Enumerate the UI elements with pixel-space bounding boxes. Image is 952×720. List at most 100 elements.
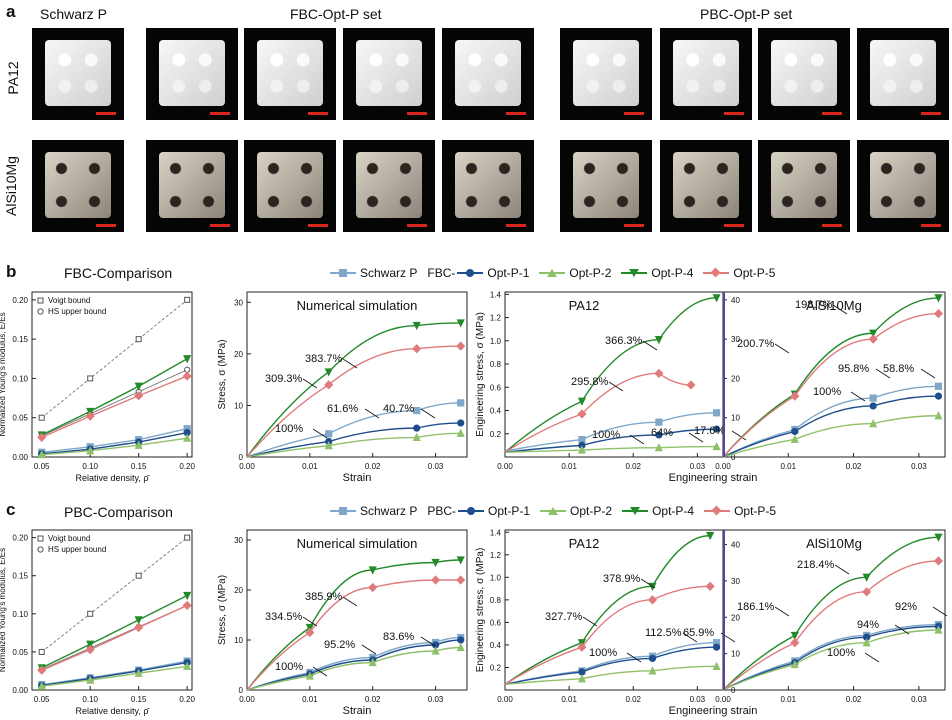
y-tick-label: 20 <box>234 586 243 595</box>
data-point <box>456 556 465 565</box>
data-point <box>934 411 943 420</box>
annotation-arrow <box>894 624 910 635</box>
chart-c_alsi: 0.00 0.01 0.02 0.03 0 10 20 30 40 AlSi10Mg Enginee… <box>669 529 948 717</box>
x-tick-label: 0.10 <box>82 462 98 471</box>
scale-bar <box>506 224 526 227</box>
x-tick-label: 0.03 <box>911 695 927 704</box>
y-tick-label: 1.2 <box>490 551 502 560</box>
percent-annotation: 64% <box>651 427 673 439</box>
series-line <box>504 534 711 685</box>
data-point <box>431 558 440 568</box>
legend-entry: HS upper bound <box>48 307 106 316</box>
scale-bar <box>210 112 230 115</box>
legend-item-schwarz: Schwarz P <box>330 504 417 518</box>
lattice-photo <box>146 140 238 232</box>
y-axis-label: Normalized Young's modulus, E/Es <box>0 312 7 436</box>
data-point <box>654 443 663 452</box>
annotation-arrow <box>608 381 624 392</box>
y-tick-label: 0.2 <box>490 663 502 672</box>
annotation-arrow <box>932 606 948 617</box>
percent-annotation: 100% <box>813 386 841 398</box>
series-line <box>41 537 188 653</box>
series-line <box>41 375 188 438</box>
data-point <box>654 368 664 378</box>
data-point <box>712 409 721 417</box>
lattice-photo <box>442 140 534 232</box>
percent-annotation: 378.9% <box>603 573 641 585</box>
y-tick-label: 0 <box>239 686 244 695</box>
plot-frame <box>31 291 193 458</box>
x-axis-label: Strain <box>343 705 372 717</box>
x-tick-label: 0.02 <box>846 462 862 471</box>
y-tick-label: 0.00 <box>12 686 28 695</box>
data-point <box>412 432 421 442</box>
y-axis-label: Stress, σ (MPa) <box>217 339 228 409</box>
data-point <box>705 581 715 591</box>
data-point <box>934 382 943 390</box>
annotation-arrow <box>420 636 436 647</box>
annotation-arrow <box>342 358 358 369</box>
y-axis-label: Engineering stress, σ (MPa) <box>475 312 486 437</box>
percent-annotation: 112.5% <box>645 627 682 639</box>
y-tick-label: 30 <box>234 298 243 307</box>
percent-annotation: 100% <box>592 429 620 441</box>
x-tick-label: 0.15 <box>131 462 147 471</box>
chart-title: PA12 <box>569 536 600 551</box>
lattice-cube-image <box>573 152 639 218</box>
data-point <box>413 424 421 432</box>
scale-bar <box>308 224 328 227</box>
legend-item-p1: Opt-P-1 <box>457 266 529 280</box>
lattice-photo <box>560 140 652 232</box>
series-line <box>504 372 691 453</box>
data-point <box>712 661 721 670</box>
percent-annotation: 17.6% <box>694 425 725 437</box>
y-tick-label: 20 <box>234 350 243 359</box>
legend-entry: HS upper bound <box>48 545 106 554</box>
x-axis-label: Engineering strain <box>669 705 758 717</box>
percent-annotation: 366.3% <box>605 335 643 347</box>
series-line <box>504 585 711 685</box>
data-point <box>135 572 142 579</box>
annotation-arrow <box>302 616 318 627</box>
data-point <box>368 566 377 575</box>
data-point <box>183 425 191 433</box>
x-tick-label: 0.20 <box>179 695 195 704</box>
series-p5 <box>37 600 192 675</box>
x-axis-label: Engineering strain <box>669 472 758 484</box>
y-tick-label: 10 <box>731 414 740 423</box>
legend-prefix: FBC- <box>427 266 456 280</box>
x-tick-label: 0.00 <box>715 695 731 704</box>
lattice-photo <box>343 140 435 232</box>
data-point <box>184 534 191 541</box>
x-tick-label: 0.15 <box>131 695 147 704</box>
series-line <box>41 604 188 671</box>
scale-bar <box>506 112 526 115</box>
series-p5 <box>37 371 192 442</box>
series-line <box>41 431 188 455</box>
legend-item-schwarz: Schwarz P <box>330 266 417 280</box>
series-p2 <box>246 642 465 691</box>
data-point <box>934 392 943 400</box>
data-point <box>182 371 192 381</box>
annotation-arrow <box>312 428 328 439</box>
chart-title: AlSi10Mg <box>806 536 862 551</box>
series-p5 <box>722 556 944 691</box>
circle-marker-icon <box>37 308 44 315</box>
x-tick-label: 0.01 <box>302 462 318 471</box>
series-line <box>722 625 939 691</box>
triangle-down-marker-icon <box>622 506 649 516</box>
data-point <box>37 681 46 690</box>
data-point <box>324 368 333 377</box>
scale-bar <box>624 224 644 227</box>
data-point <box>325 430 333 438</box>
scale-bar <box>724 224 744 227</box>
series-line <box>41 369 188 437</box>
series-p5 <box>722 309 944 458</box>
lattice-cube-image <box>257 40 323 106</box>
series-p2 <box>246 428 465 458</box>
lattice-cube-image <box>356 40 422 106</box>
x-tick-label: 0.00 <box>715 462 731 471</box>
series-line <box>722 560 939 691</box>
y-tick-label: 40 <box>731 541 740 550</box>
chart-b_modulus: 0.05 0.10 0.15 0.20 0.00 0.05 0.10 0.15 0.20 Rela… <box>0 291 195 483</box>
